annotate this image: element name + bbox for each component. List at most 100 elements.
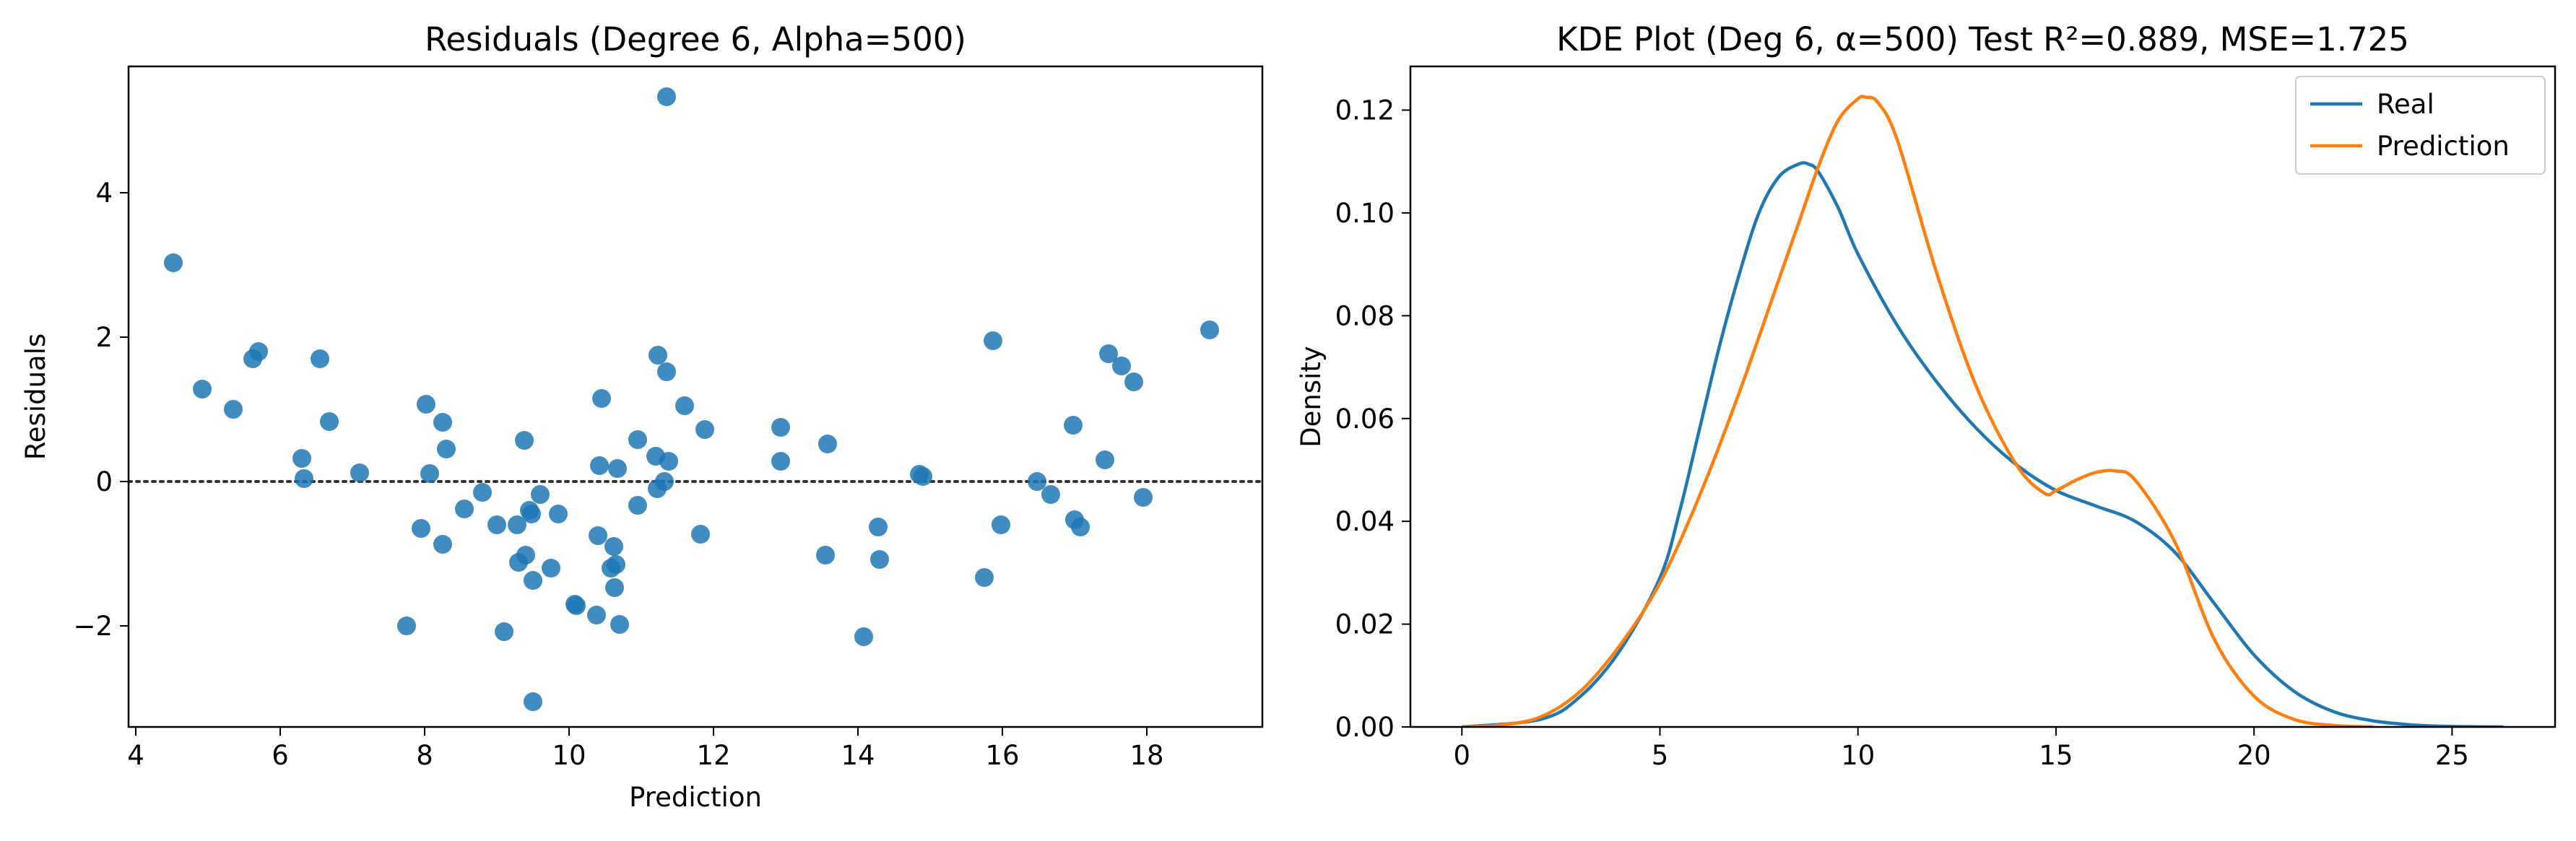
scatter-point [1028,472,1046,491]
scatter-point [854,627,873,646]
x-tick-label: 6 [272,740,289,771]
x-tick-label: 14 [841,740,875,771]
scatter-point [589,526,607,545]
y-tick-label: 0.10 [1335,198,1395,229]
x-tick-label: 16 [985,740,1019,771]
scatter-point [433,535,452,554]
y-tick-label: 0.06 [1335,404,1395,435]
chart-title: KDE Plot (Deg 6, α=500) Test R²=0.889, M… [1556,20,2409,58]
scatter-point [473,483,492,502]
scatter-point [524,571,542,590]
scatter-point [224,400,243,419]
scatter-point [420,464,439,483]
x-tick-label: 4 [127,740,144,771]
x-tick-label: 12 [696,740,730,771]
scatter-point [1112,357,1131,375]
scatter-point [487,515,506,534]
legend-box [2295,76,2546,175]
scatter-point [437,440,456,458]
scatter-point [587,606,606,624]
plot-area [1462,95,2504,727]
x-tick-label: 18 [1129,740,1163,771]
scatter-point [628,496,647,515]
scatter-point [771,452,790,471]
scatter-point [433,413,452,432]
scatter-point [397,616,416,635]
scatter-point [691,525,710,544]
y-tick-label: 0.08 [1335,300,1395,331]
x-tick-label: 20 [2237,740,2271,771]
scatter-point [818,435,837,453]
scatter-point [320,412,339,431]
scatter-point [655,472,674,491]
scatter-point [1064,416,1083,435]
scatter-point [1096,450,1114,469]
y-tick-label: 0.02 [1335,609,1395,640]
scatter-point [515,431,534,450]
y-tick-label: 2 [95,322,113,353]
x-tick-label: 0 [1454,740,1471,771]
y-tick-label: −2 [73,611,113,642]
chart-panel-2: KDE Plot (Deg 6, α=500) Test R²=0.889, M… [1296,20,2557,771]
scatter-point [412,519,430,538]
y-tick-label: 0 [95,466,113,497]
scatter-point [417,395,435,414]
x-tick-label: 8 [416,740,433,771]
x-tick-label: 15 [2039,740,2073,771]
scatter-point [1099,344,1118,363]
scatter-point [516,546,535,565]
x-tick-label: 5 [1652,740,1669,771]
scatter-point [675,396,694,415]
scatter-point [870,550,889,569]
legend: Real Prediction [2295,76,2546,175]
series-line-real [1462,161,2504,727]
scatter-point [869,518,888,536]
scatter-point [628,430,647,449]
plot-area [129,87,1262,711]
scatter-point [542,559,560,578]
scatter-point [816,546,835,565]
scatter-point [1124,372,1143,391]
legend-label-prediction: Prediction [2377,131,2510,162]
x-tick-label: 25 [2435,740,2469,771]
scatter-point [311,349,329,368]
scatter-point [605,578,624,597]
scatter-point [531,485,550,504]
scatter-point [975,568,994,587]
scatter-point [592,389,611,408]
scatter-point [610,615,629,634]
scatter-point [1071,518,1090,536]
scatter-point [549,505,568,523]
scatter-point [524,692,542,711]
scatter-point [1134,488,1153,507]
scatter-point [295,469,313,488]
x-tick-label: 10 [552,740,586,771]
scatter-point [1041,485,1060,504]
y-tick-label: 4 [95,178,113,209]
legend-label-real: Real [2377,89,2434,120]
scatter-point [604,537,623,556]
scatter-point [659,452,678,471]
scatter-point [657,362,676,381]
scatter-point [695,420,714,439]
scatter-point [292,449,311,468]
y-tick-label: 0.04 [1335,506,1395,537]
scatter-point [992,515,1010,534]
scatter-point [522,505,541,523]
scatter-point [984,331,1002,350]
series-line-prediction [1462,95,2373,727]
y-tick-label: 0.12 [1335,95,1395,126]
scatter-point [508,515,526,534]
chart-panel-1: Residuals (Degree 6, Alpha=500) 4 6 8 10 12 14… [20,20,1264,813]
scatter-point [914,467,932,486]
scatter-point [455,500,474,518]
chart-title: Residuals (Degree 6, Alpha=500) [425,20,966,58]
axes-frame [127,65,1264,728]
scatter-point [607,555,625,574]
scatter-point [350,463,369,482]
scatter-point [1200,321,1219,339]
y-axis-label: Density [1296,346,1327,448]
scatter-point [164,253,183,272]
axes-frame [1409,65,2557,728]
